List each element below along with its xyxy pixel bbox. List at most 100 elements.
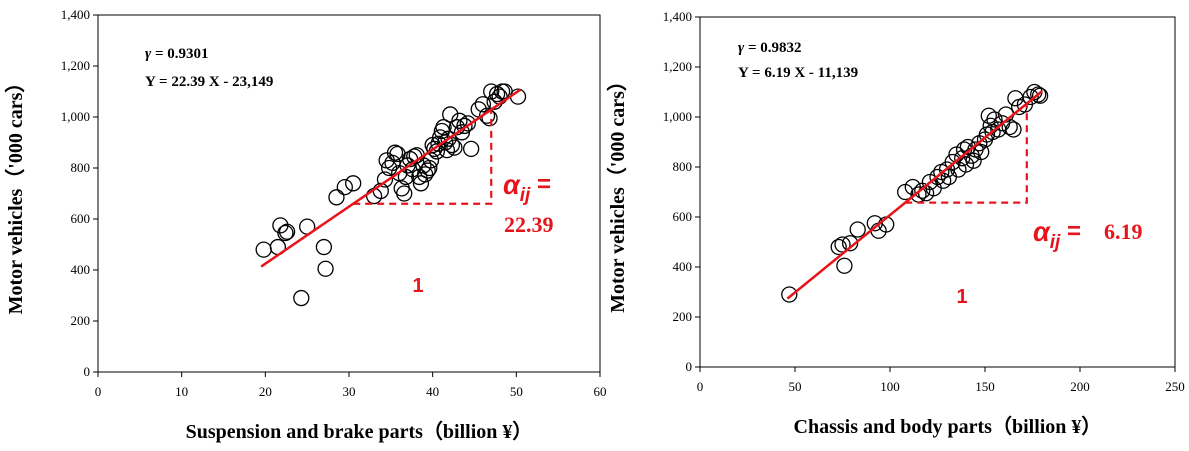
alpha-label: αij = (503, 170, 551, 206)
x-tick-label: 0 (697, 379, 704, 394)
run-label: 1 (956, 286, 967, 308)
gamma-symbol: γ (145, 46, 152, 62)
y-tick-label: 400 (673, 259, 693, 274)
data-point (336, 178, 353, 196)
chart-1: 0 200 400 600 800 1,000 1,200 1,400 0 10 20 30 40 50 6… (4, 7, 607, 443)
data-point (437, 134, 454, 151)
y-tick-label: 1,400 (61, 7, 90, 22)
data-point (419, 162, 436, 179)
data-point (315, 238, 333, 256)
y-tick-label: 800 (673, 159, 693, 174)
slope-triangle (349, 107, 493, 205)
alpha-subscript: ij (1050, 232, 1061, 253)
run-label: 1 (412, 275, 423, 297)
data-point (957, 156, 975, 173)
data-point (459, 115, 476, 132)
alpha-subscript: ij (520, 185, 531, 206)
gamma-value: = 0.9832 (744, 40, 801, 56)
data-point (474, 96, 492, 113)
y-tick-label: 200 (71, 313, 91, 328)
plot-frame (699, 16, 1176, 368)
alpha-symbol: α (503, 170, 521, 200)
x-axis-title: Suspension and brake parts（billion ¥） (186, 420, 533, 443)
y-tick-label: 1,200 (663, 59, 692, 74)
y-tick-label: 1,200 (61, 58, 90, 73)
data-point (1005, 121, 1022, 138)
data-point (442, 106, 459, 123)
x-axis-title: Chassis and body parts（billion ¥） (794, 415, 1102, 438)
data-point (980, 107, 997, 124)
alpha-symbol: α (1033, 217, 1051, 247)
alpha-equals: = (1060, 218, 1081, 245)
data-point (849, 221, 866, 238)
data-point (1031, 87, 1049, 104)
data-point (973, 143, 990, 161)
data-point (328, 189, 345, 206)
x-tick-label: 250 (1165, 379, 1185, 394)
y-tick-label: 1,000 (61, 109, 90, 124)
x-tick-label: 150 (975, 379, 995, 394)
correlation-label: γ = 0.9301 (145, 46, 209, 62)
y-tick-label: 0 (686, 359, 693, 374)
slope-triangle (902, 101, 1028, 204)
x-tick-label: 50 (789, 379, 802, 394)
data-point (830, 238, 847, 256)
x-tick-label: 0 (95, 384, 102, 399)
regression-equation: Y = 6.19 X - 11,139 (738, 65, 858, 81)
data-point (384, 154, 401, 172)
y-tick-label: 1,400 (663, 9, 692, 24)
data-point (1022, 88, 1039, 106)
data-point (841, 235, 859, 252)
data-point (866, 215, 883, 232)
y-axis-title: Motor vehicles（'000 cars） (4, 73, 27, 315)
data-point (463, 140, 480, 158)
data-point (386, 144, 404, 161)
data-point (781, 286, 798, 303)
data-point (293, 289, 310, 307)
x-tick-label: 50 (510, 384, 523, 399)
x-tick-label: 200 (1070, 379, 1090, 394)
data-point (986, 111, 1003, 128)
data-point (277, 224, 294, 242)
x-tick-label: 20 (259, 384, 272, 399)
alpha-equals: = (530, 171, 551, 198)
y-tick-label: 600 (71, 211, 91, 226)
correlation-label: γ = 0.9832 (738, 40, 802, 56)
data-point (278, 223, 296, 240)
chart-2: 0 200 400 600 800 1,000 1,200 1,400 0 50 100 150 200… (606, 9, 1185, 438)
data-point (834, 236, 851, 253)
y-axis-title: Motor vehicles（'000 cars） (606, 71, 629, 313)
data-point (1001, 118, 1018, 136)
x-tick-label: 40 (426, 384, 439, 399)
y-tick-label: 200 (673, 309, 693, 324)
alpha-label: αij = (1033, 217, 1081, 253)
x-tick-label: 60 (594, 384, 607, 399)
data-point (430, 135, 447, 152)
data-point (451, 112, 468, 129)
alpha-value: 22.39 (504, 212, 554, 237)
y-tick-label: 600 (673, 209, 693, 224)
data-point (376, 171, 394, 188)
regression-equation: Y = 22.39 X - 23,149 (145, 74, 273, 90)
data-point (1030, 86, 1047, 103)
data-point (396, 185, 413, 202)
data-point (446, 139, 463, 156)
x-tick-label: 10 (175, 384, 188, 399)
x-tick-label: 30 (343, 384, 356, 399)
data-point (412, 175, 430, 192)
data-point (345, 175, 362, 192)
data-point (421, 159, 438, 177)
alpha-value: 6.19 (1104, 219, 1143, 244)
gamma-symbol: γ (738, 40, 745, 56)
gamma-value: = 0.9301 (151, 46, 208, 62)
x-tick-label: 100 (880, 379, 900, 394)
data-point (255, 241, 272, 258)
y-tick-label: 800 (71, 160, 91, 175)
data-point (456, 117, 473, 135)
data-point (381, 159, 398, 177)
data-point (478, 107, 496, 124)
y-tick-label: 0 (84, 364, 91, 379)
y-tick-label: 400 (71, 262, 91, 277)
